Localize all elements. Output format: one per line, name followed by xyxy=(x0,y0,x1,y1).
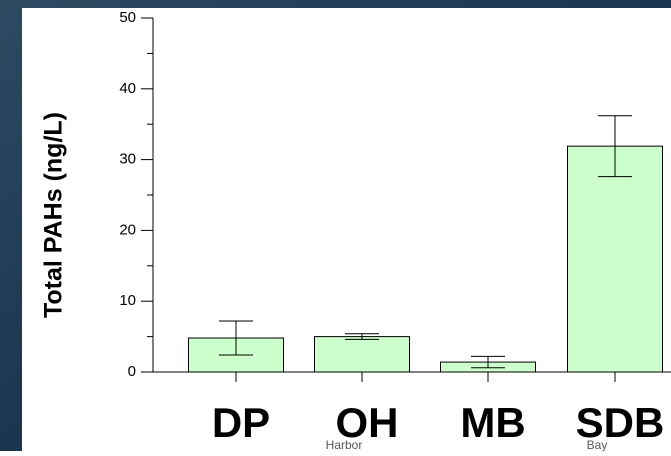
error-bar xyxy=(345,333,379,340)
y-tick-label: 50 xyxy=(119,9,136,26)
annotation: Harbor xyxy=(326,438,363,451)
plot-background xyxy=(22,8,671,451)
y-tick-label: 10 xyxy=(119,292,136,309)
y-axis-label: Total PAHs (ng/L) xyxy=(40,112,68,318)
error-bar xyxy=(219,320,253,356)
error-bar xyxy=(598,115,632,178)
y-tick-label: 20 xyxy=(119,221,136,238)
x-tick-label: SDB xyxy=(576,399,665,446)
error-bar xyxy=(471,355,505,369)
x-tick-label: MB xyxy=(460,399,525,446)
bar xyxy=(567,145,663,373)
y-tick-label: 40 xyxy=(119,80,136,97)
y-tick-label: 30 xyxy=(119,151,136,168)
y-tick-label: 0 xyxy=(128,363,136,380)
annotation: Bay xyxy=(587,438,608,451)
bar xyxy=(314,336,410,373)
x-tick-label: OH xyxy=(336,399,399,446)
x-tick-label: DP xyxy=(212,399,270,446)
